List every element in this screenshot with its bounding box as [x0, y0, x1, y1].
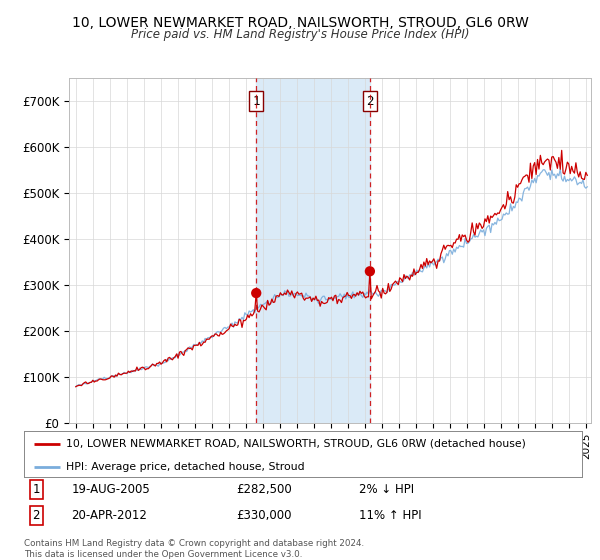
Text: 2: 2	[32, 510, 40, 522]
Text: £282,500: £282,500	[236, 483, 292, 496]
Bar	[256, 78, 370, 423]
Text: 2% ↓ HPI: 2% ↓ HPI	[359, 483, 414, 496]
Text: 10, LOWER NEWMARKET ROAD, NAILSWORTH, STROUD, GL6 0RW (detached house): 10, LOWER NEWMARKET ROAD, NAILSWORTH, ST…	[66, 438, 526, 449]
Text: 10, LOWER NEWMARKET ROAD, NAILSWORTH, STROUD, GL6 0RW: 10, LOWER NEWMARKET ROAD, NAILSWORTH, ST…	[71, 16, 529, 30]
Text: 1: 1	[32, 483, 40, 496]
Point	[251, 288, 261, 297]
Point	[365, 267, 374, 276]
Text: 2: 2	[366, 95, 374, 108]
Text: 11% ↑ HPI: 11% ↑ HPI	[359, 510, 421, 522]
Text: Contains HM Land Registry data © Crown copyright and database right 2024.
This d: Contains HM Land Registry data © Crown c…	[24, 539, 364, 559]
Text: Price paid vs. HM Land Registry's House Price Index (HPI): Price paid vs. HM Land Registry's House …	[131, 28, 469, 41]
Text: 1: 1	[252, 95, 260, 108]
Text: 19-AUG-2005: 19-AUG-2005	[71, 483, 150, 496]
Text: HPI: Average price, detached house, Stroud: HPI: Average price, detached house, Stro…	[66, 462, 304, 472]
Text: £330,000: £330,000	[236, 510, 292, 522]
Text: 20-APR-2012: 20-APR-2012	[71, 510, 148, 522]
